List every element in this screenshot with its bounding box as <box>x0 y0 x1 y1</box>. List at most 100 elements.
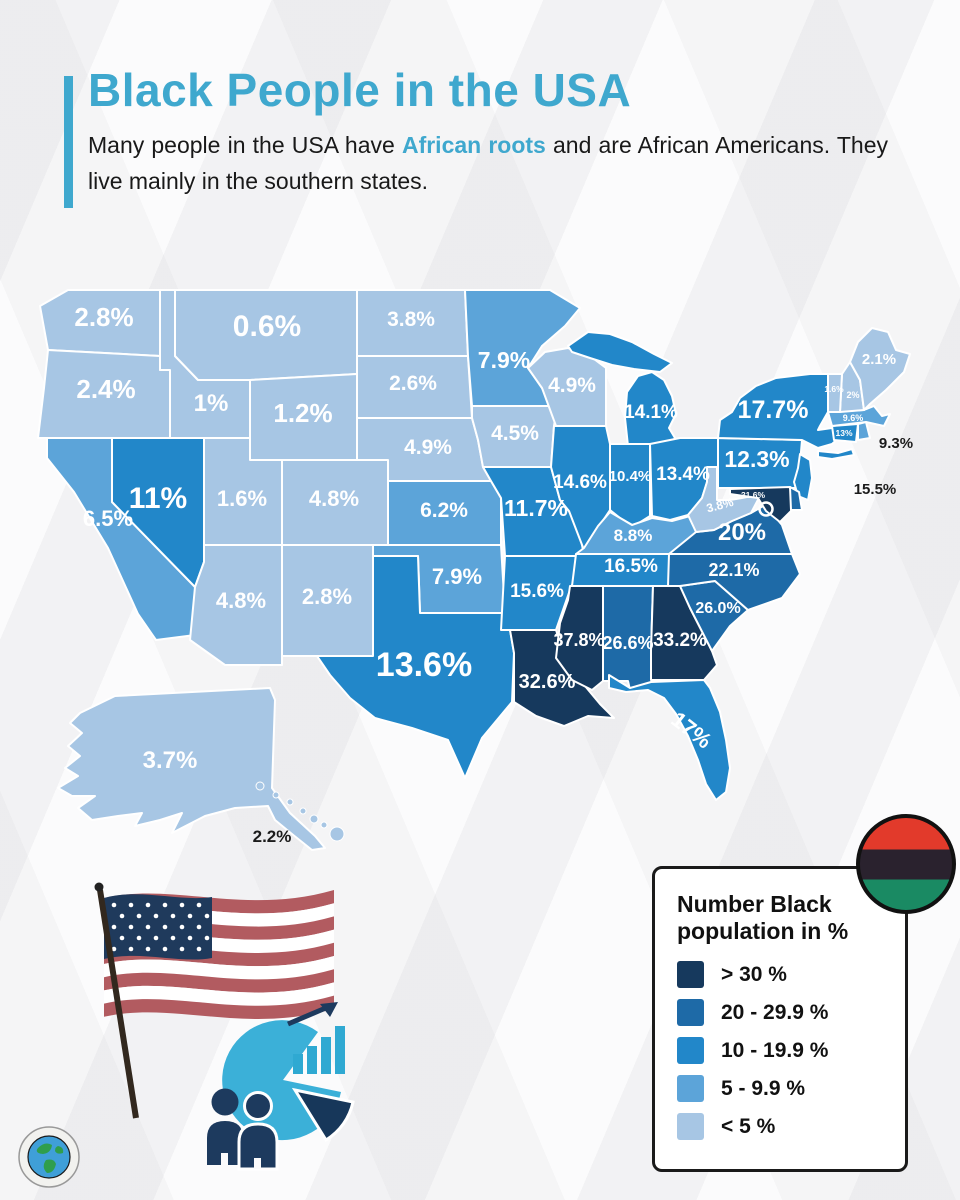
flag-star <box>204 913 210 919</box>
legend-title-line2: population in % <box>677 918 849 945</box>
state-label-IL: 14.6% <box>553 472 607 493</box>
state-label-MS: 37.8% <box>553 630 604 650</box>
legend-label: 5 - 9.9 % <box>721 1076 806 1100</box>
flag-star <box>111 946 117 952</box>
state-label-PA: 12.3% <box>724 446 789 472</box>
flag-star <box>204 935 210 941</box>
legend-label: 10 - 19.9 % <box>721 1038 829 1062</box>
state-label-CT: 13% <box>835 428 852 438</box>
state-HI-island-3 <box>299 807 307 815</box>
state-HI-island-4 <box>309 814 319 824</box>
legend-swatch <box>677 1113 704 1141</box>
state-label-CO: 4.8% <box>309 486 359 511</box>
state-NY <box>717 373 853 449</box>
flag-star <box>170 913 176 919</box>
flag-star <box>145 924 151 930</box>
state-label-AZ: 4.8% <box>216 588 266 613</box>
flag-star <box>128 946 134 952</box>
state-label-IA: 4.5% <box>491 422 539 445</box>
flag-star <box>119 913 125 919</box>
state-label-SC: 26.0% <box>695 600 740 617</box>
usa-choropleth-map: 2.8% 2.4% 6.5% 11% 1% 0.6% 1.2% 1.6% 4.8% 4.8% 2.8… <box>20 268 950 893</box>
page-title: Black People in the USA <box>88 64 632 116</box>
population-stats-illustration <box>207 1002 355 1171</box>
flag-stripe <box>104 995 334 1019</box>
flag-star <box>136 913 142 919</box>
subtitle-highlight: African roots <box>401 132 546 159</box>
flag-star <box>187 913 193 919</box>
pan-african-flag-icon <box>856 814 956 914</box>
flag-star <box>145 902 151 908</box>
state-label-NE: 4.9% <box>404 436 452 459</box>
legend-title-line1: Number Black <box>677 891 832 917</box>
flag-star <box>162 924 168 930</box>
state-label-OH: 13.4% <box>656 464 710 485</box>
legend-swatch <box>677 961 704 989</box>
state-label-AL: 26.6% <box>602 633 653 653</box>
bar-chart-icon <box>293 1026 345 1074</box>
flag-star <box>111 924 117 930</box>
state-NC <box>667 553 801 611</box>
state-label-WV: 3.8% <box>705 495 735 516</box>
state-HI-island-6 <box>329 826 345 842</box>
state-label-CA: 6.5% <box>83 506 133 531</box>
legend-items: > 30 % 20 - 29.9 % 10 - 19.9 % 5 - 9.9 % < 5… <box>677 961 887 1141</box>
state-KS <box>387 480 502 546</box>
state-RI <box>857 421 871 441</box>
flag-star <box>196 902 202 908</box>
legend-title: Number Black population in % <box>677 891 887 945</box>
us-flag-stars <box>111 902 210 952</box>
state-label-AR: 15.6% <box>510 581 564 602</box>
state-label-NV: 11% <box>129 482 187 515</box>
legend-item-0: > 30 % <box>677 961 887 989</box>
state-label-WA: 2.8% <box>74 302 133 332</box>
state-label-MO: 11.7% <box>504 495 568 521</box>
flag-star <box>179 946 185 952</box>
header: Black People in the USA Many people in t… <box>64 64 894 208</box>
legend-swatch <box>677 1037 704 1065</box>
state-label-MT: 0.6% <box>233 310 301 343</box>
state-label-NM: 2.8% <box>302 584 352 609</box>
state-IN <box>609 443 651 527</box>
state-label-WY: 1.2% <box>273 398 332 428</box>
state-MI-part <box>567 331 673 373</box>
state-label-ND: 3.8% <box>387 308 435 331</box>
state-NY-part <box>817 448 855 460</box>
usa-map-svg: 2.8% 2.4% 6.5%11% 1% 0.6% 1.2% 1.6% 4.8% 4.8% 2.8… <box>37 289 913 851</box>
state-label-MA: 9.6% <box>843 413 864 423</box>
flag-star <box>153 913 159 919</box>
people-icon <box>207 1088 279 1171</box>
state-label-ID: 1% <box>194 390 229 417</box>
state-label-KY: 8.8% <box>614 526 653 545</box>
map-legend: Number Black population in % > 30 % 20 - … <box>652 866 908 1173</box>
legend-label: 20 - 29.9 % <box>721 1000 829 1024</box>
state-WI <box>527 347 607 427</box>
state-label-WI: 4.9% <box>548 374 596 397</box>
title-accent-bar <box>64 76 73 208</box>
growth-arrow-icon <box>287 1002 338 1027</box>
state-label-HI: 2.2% <box>253 827 292 846</box>
state-label-MD: 31.6% <box>741 490 766 500</box>
us-flag-canton <box>104 894 212 960</box>
state-label-KS: 6.2% <box>420 499 468 522</box>
state-label-NJ: 15.5% <box>854 481 897 498</box>
flag-pole <box>97 889 139 1119</box>
state-label-ME: 2.1% <box>862 351 896 368</box>
state-HI-island-1 <box>272 791 280 799</box>
state-label-NH: 2% <box>846 390 859 400</box>
flag-star <box>128 902 134 908</box>
us-flag-illustration <box>94 882 334 1119</box>
flag-star <box>153 935 159 941</box>
flag-star <box>162 902 168 908</box>
state-AK <box>57 687 326 851</box>
state-HI-island-0 <box>255 781 265 791</box>
state-label-UT: 1.6% <box>217 486 267 511</box>
state-label-TX: 13.6% <box>376 646 472 684</box>
flag-star <box>179 924 185 930</box>
legend-label: < 5 % <box>721 1114 776 1138</box>
flag-star <box>128 924 134 930</box>
flag-pole-finial <box>94 882 104 892</box>
state-VT <box>827 373 843 413</box>
state-label-SD: 2.6% <box>389 372 437 395</box>
state-label-LA: 32.6% <box>519 671 576 693</box>
